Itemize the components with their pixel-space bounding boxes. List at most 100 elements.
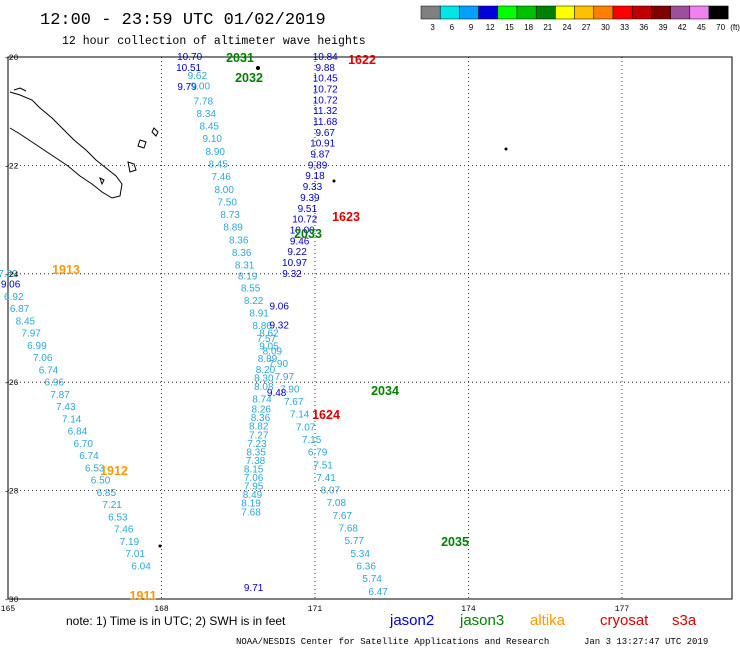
lat-tick-label: -24 bbox=[4, 271, 19, 280]
wave-height-value: 7.43 bbox=[56, 402, 76, 413]
wave-height-value: 6.99 bbox=[27, 341, 47, 352]
wave-height-value: 10.72 bbox=[313, 95, 338, 106]
color-scale-swatch bbox=[459, 5, 479, 20]
satellite-legend-item: altika bbox=[530, 612, 566, 629]
wave-height-value: 9.00 bbox=[191, 81, 211, 92]
wave-height-value: 5.74 bbox=[362, 574, 382, 585]
satellite-legend-item: s3a bbox=[672, 612, 697, 629]
wave-height-value: 10.45 bbox=[313, 74, 338, 85]
wave-height-value: 8.90 bbox=[205, 147, 225, 158]
wave-height-value: 8.45 bbox=[208, 159, 228, 170]
wave-height-value: 9.51 bbox=[298, 204, 318, 215]
color-scale-swatch bbox=[708, 5, 729, 20]
wave-height-value: 9.67 bbox=[315, 128, 335, 139]
wave-height-value: 6.92 bbox=[4, 292, 24, 303]
color-scale-swatch bbox=[593, 5, 614, 20]
wave-height-value: 6.74 bbox=[79, 451, 99, 462]
wave-height-value: 8.49 bbox=[243, 490, 263, 501]
wave-height-value: 8.45 bbox=[16, 316, 36, 327]
wave-height-value: 7.14 bbox=[290, 410, 310, 421]
wave-height-value: 7.21 bbox=[102, 500, 122, 511]
wave-height-value: 8.09 bbox=[263, 346, 283, 357]
wave-height-value: 10.70 bbox=[177, 52, 202, 63]
color-scale-swatch bbox=[555, 5, 575, 20]
color-scale-label: 24 bbox=[563, 23, 572, 32]
pass-time-label: 2031 bbox=[226, 51, 254, 65]
wave-height-value: 8.35 bbox=[246, 447, 266, 458]
pass-time-label: 1624 bbox=[312, 408, 340, 422]
wave-height-value: 8.20 bbox=[256, 365, 276, 376]
wave-height-value: 8.30 bbox=[254, 373, 274, 384]
wave-height-value: 11.68 bbox=[313, 117, 338, 128]
wave-height-value: 5.77 bbox=[344, 536, 364, 547]
wave-height-value: 8.82 bbox=[249, 422, 269, 433]
pass-time-label: 2033 bbox=[294, 227, 322, 241]
pass-time-label: 1623 bbox=[332, 210, 360, 224]
wave-height-value: 10.97 bbox=[282, 258, 307, 269]
wave-height-value: 8.91 bbox=[249, 309, 269, 320]
lon-tick-label: 168 bbox=[154, 605, 169, 614]
color-scale-swatch bbox=[497, 5, 518, 20]
lat-tick-label: -20 bbox=[4, 54, 19, 63]
pass-time-label: 1913 bbox=[52, 263, 80, 277]
wave-height-value: 8.22 bbox=[244, 296, 264, 307]
wave-height-value: 6.85 bbox=[97, 488, 117, 499]
wave-height-value: 10.84 bbox=[313, 52, 338, 63]
color-scale-swatch bbox=[439, 5, 460, 20]
color-scale-label: 45 bbox=[697, 23, 706, 32]
pass-time-label: 2034 bbox=[371, 384, 399, 398]
wave-height-value: 9.06 bbox=[1, 280, 21, 291]
color-scale-swatch bbox=[689, 5, 710, 20]
wave-height-value: 7.51 bbox=[313, 460, 333, 471]
footer-timestamp: Jan 3 13:27:47 UTC 2019 bbox=[584, 637, 708, 647]
color-scale-label: 33 bbox=[620, 23, 629, 32]
wave-height-value: 7.95 bbox=[244, 482, 264, 493]
color-scale-label: 36 bbox=[639, 23, 648, 32]
wave-height-value: 6.84 bbox=[68, 427, 88, 438]
wave-height-value: 7.38 bbox=[246, 456, 266, 467]
wave-height-value: 7.68 bbox=[241, 507, 261, 518]
wave-height-value: 7.27 bbox=[249, 430, 269, 441]
satellite-legend-item: jason2 bbox=[389, 612, 434, 629]
wave-height-value: 7.07 bbox=[296, 422, 316, 433]
wave-height-value: 9.33 bbox=[303, 182, 323, 193]
map-title: 12:00 - 23:59 UTC 01/02/2019 bbox=[40, 11, 326, 30]
pass-time-label: 2032 bbox=[235, 71, 263, 85]
wave-height-value: 8.31 bbox=[235, 261, 255, 272]
color-scale-swatch bbox=[478, 5, 499, 20]
wave-height-value: 8.55 bbox=[241, 283, 261, 294]
color-scale-swatch bbox=[535, 5, 556, 20]
wave-height-value: 8.62 bbox=[259, 328, 279, 339]
wave-height-value: 7.19 bbox=[120, 537, 140, 548]
wave-height-value: 6.36 bbox=[356, 561, 376, 572]
color-scale-label: 6 bbox=[450, 23, 455, 32]
wave-height-value: 10.51 bbox=[176, 63, 201, 74]
color-scale-label: 9 bbox=[469, 23, 474, 32]
wave-height-value: 8.15 bbox=[244, 464, 264, 475]
wave-height-value: 7.14 bbox=[62, 414, 82, 425]
wave-height-value: 9.18 bbox=[305, 171, 325, 182]
wave-height-value: 8.34 bbox=[197, 109, 217, 120]
wave-height-value: 7.57 bbox=[257, 334, 277, 345]
wave-height-value: 6.74 bbox=[39, 365, 59, 376]
color-scale-label: 42 bbox=[678, 23, 687, 32]
wave-height-value: 7.08 bbox=[327, 498, 347, 509]
lat-tick-label: -28 bbox=[4, 488, 19, 497]
wave-height-value: 9.87 bbox=[310, 150, 330, 161]
color-scale-label: 39 bbox=[659, 23, 668, 32]
color-scale-swatch bbox=[631, 5, 652, 20]
altimeter-tracks: 10.7010.519.799.629.007.788.348.459.108.… bbox=[0, 52, 388, 598]
wave-height-value: 5.34 bbox=[350, 549, 370, 560]
color-scale-label: 30 bbox=[601, 23, 610, 32]
wave-height-value: 11.32 bbox=[313, 106, 338, 117]
color-scale-label: 18 bbox=[524, 23, 533, 32]
color-scale-swatch bbox=[420, 5, 441, 20]
wave-height-value: 9.10 bbox=[203, 134, 223, 145]
wave-height-value: 6.53 bbox=[85, 463, 105, 474]
wave-height-value: 10.00 bbox=[290, 225, 315, 236]
wave-height-value: 10.72 bbox=[313, 85, 338, 96]
wave-height-value: 6.70 bbox=[73, 439, 93, 450]
wave-height-value: 7.41 bbox=[316, 473, 336, 484]
wave-height-value: 6.96 bbox=[45, 378, 65, 389]
wave-height-value: 9.06 bbox=[269, 301, 289, 312]
